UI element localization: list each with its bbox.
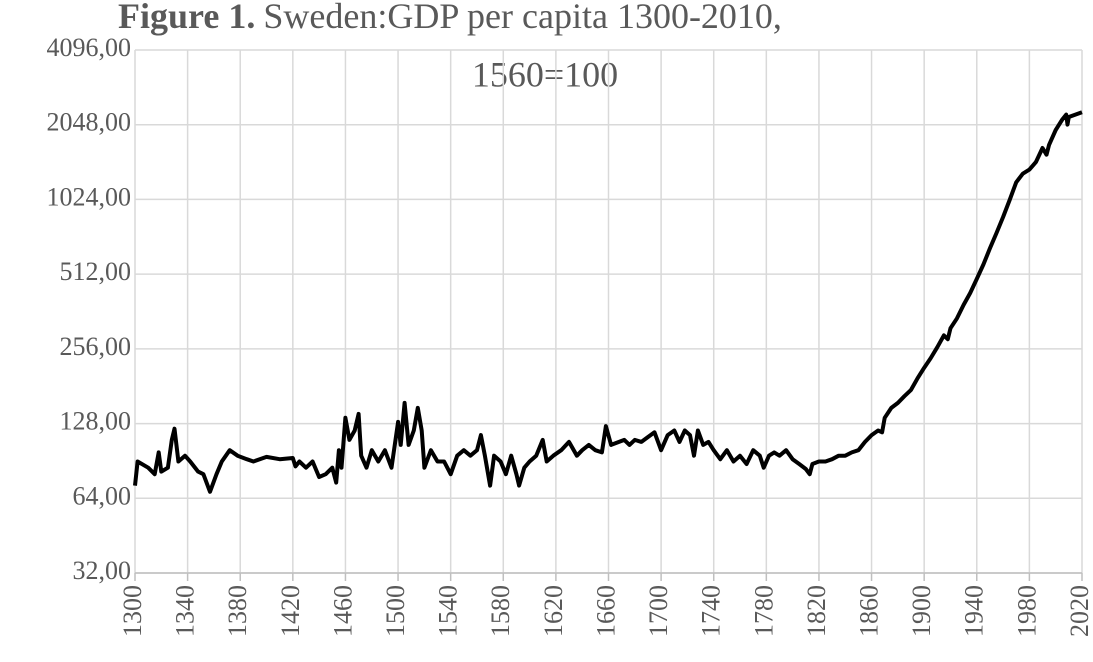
x-tick-label: 1980 (1012, 585, 1041, 637)
x-tick-label: 1860 (855, 585, 884, 637)
x-tick-label: 1420 (276, 585, 305, 637)
chart-title: 1560=100 (472, 54, 618, 94)
x-tick-label: 1940 (960, 585, 989, 637)
y-tick-label: 256,00 (60, 332, 132, 361)
x-tick-label: 2020 (1065, 585, 1093, 637)
x-tick-label: 1460 (328, 585, 357, 637)
y-tick-label: 1024,00 (47, 182, 132, 211)
x-tick-label: 1380 (223, 585, 252, 637)
y-tick-label: 4096,00 (47, 33, 132, 62)
data-line (133, 110, 1083, 494)
x-tick-label: 1900 (907, 585, 936, 637)
y-tick-label: 64,00 (73, 481, 132, 510)
y-tick-label: 32,00 (73, 556, 132, 585)
x-tick-label: 1300 (118, 585, 147, 637)
x-tick-label: 1660 (591, 585, 620, 637)
title-line: Sweden:GDP per capita 1300-2010, (263, 0, 782, 36)
x-tick-label: 1620 (539, 585, 568, 637)
x-tick-label: 1700 (644, 585, 673, 637)
x-tick-label: 1540 (434, 585, 463, 637)
x-tick-label: 1500 (381, 585, 410, 637)
x-tick-label: 1740 (697, 585, 726, 637)
y-tick-label: 2048,00 (47, 108, 132, 137)
y-tick-label: 512,00 (60, 257, 132, 286)
title-prefix: Figure 1. (118, 0, 255, 36)
x-tick-label: 1780 (749, 585, 778, 637)
x-tick-label: 1340 (171, 585, 200, 637)
x-tick-label: 1580 (486, 585, 515, 637)
chart-title: Figure 1. Sweden:GDP per capita 1300-2010… (118, 0, 782, 36)
x-tick-label: 1820 (802, 585, 831, 637)
y-tick-label: 128,00 (60, 407, 132, 436)
